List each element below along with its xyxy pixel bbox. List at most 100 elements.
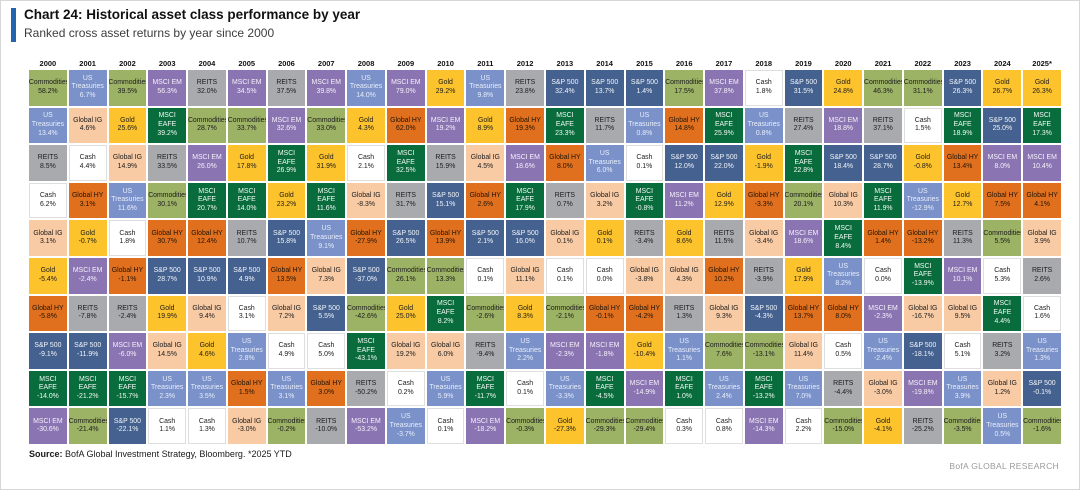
asset-cell: Commodities -15.0%	[824, 408, 863, 444]
asset-cell: S&P 500 10.9%	[188, 257, 226, 294]
asset-cell: Global HY -3.3%	[744, 182, 783, 219]
asset-cell: Gold -27.3%	[545, 408, 584, 444]
asset-name: Global IG	[868, 379, 898, 387]
asset-return-value: 17.8%	[236, 162, 257, 170]
asset-name: Cash	[556, 267, 573, 275]
asset-name: US Treasuries	[230, 338, 263, 354]
asset-cell: Global IG 9.5%	[943, 295, 982, 332]
asset-cell: Global HY -27.9%	[347, 220, 385, 256]
asset-name: Global IG	[470, 154, 500, 162]
asset-return-value: 39.2%	[157, 129, 177, 137]
asset-name: Global IG	[1027, 229, 1057, 237]
asset-name: REITS	[475, 342, 496, 350]
asset-return-value: -21.4%	[76, 426, 99, 434]
asset-cell: Cash 5.3%	[983, 257, 1022, 294]
asset-return-value: -14.0%	[36, 392, 59, 400]
asset-return-value: 3.2%	[994, 350, 1011, 358]
asset-cell: REITS -2.4%	[108, 295, 147, 332]
asset-cell: REITS 23.8%	[506, 70, 544, 106]
asset-cell: MSCI EM 32.6%	[267, 107, 306, 144]
asset-name: Commodities	[784, 191, 823, 199]
asset-name: MSCI EM	[231, 79, 262, 87]
asset-return-value: 14.9%	[117, 162, 138, 170]
asset-return-value: -22.1%	[116, 426, 139, 434]
asset-return-value: 15.8%	[276, 238, 297, 246]
asset-cell: US Treasuries 9.1%	[307, 220, 346, 256]
asset-cell: Cash 3.1%	[227, 295, 266, 332]
asset-name: Global IG	[391, 342, 421, 350]
asset-return-value: 17.9%	[793, 275, 814, 283]
asset-name: Commodities	[108, 79, 147, 87]
asset-return-value: 46.3%	[873, 87, 893, 95]
asset-cell: REITS 8.5%	[29, 145, 67, 181]
asset-return-value: 26.5%	[396, 238, 416, 246]
asset-name: REITS	[992, 342, 1013, 350]
asset-return-value: 3.1%	[278, 392, 295, 400]
asset-cell: MSCI EM -19.8%	[903, 370, 942, 407]
asset-return-value: -50.2%	[355, 388, 377, 396]
asset-cell: MSCI EAFE -0.8%	[625, 182, 664, 219]
asset-cell: Commodities 20.1%	[784, 182, 823, 219]
asset-name: MSCI EAFE	[516, 187, 535, 204]
asset-return-value: 2.1%	[358, 162, 374, 170]
asset-return-value: 10.7%	[236, 238, 257, 246]
asset-name: Global HY	[867, 229, 899, 237]
asset-return-value: 2.6%	[1034, 275, 1050, 283]
asset-cell: MSCI EM 79.0%	[386, 70, 425, 106]
asset-return-value: 8.9%	[477, 125, 494, 133]
asset-return-value: 25.0%	[396, 313, 416, 321]
asset-return-value: 0.1%	[437, 426, 454, 434]
asset-cell: MSCI EM 18.6%	[784, 220, 823, 256]
asset-return-value: 0.0%	[596, 275, 613, 283]
asset-name: MSCI EAFE	[555, 112, 574, 129]
year-header: 2000	[39, 59, 57, 68]
asset-return-value: -1.1%	[118, 275, 137, 283]
asset-cell: Global IG -3.0%	[864, 370, 902, 407]
asset-return-value: 31.9%	[316, 162, 337, 170]
asset-name: S&P 500	[511, 229, 539, 237]
asset-name: S&P 500	[630, 79, 658, 87]
asset-return-value: 19.2%	[396, 350, 416, 358]
asset-name: US Treasuries	[548, 375, 582, 392]
asset-name: MSCI EAFE	[277, 150, 296, 166]
asset-name: Gold	[318, 154, 334, 162]
asset-name: S&P 500	[272, 229, 301, 237]
asset-cell: US Treasuries 7.0%	[784, 370, 823, 407]
asset-name: Commodities	[227, 116, 266, 124]
asset-cell: MSCI EAFE -43.1%	[347, 333, 385, 369]
asset-name: US Treasuries	[588, 150, 621, 166]
asset-name: Cash	[994, 267, 1011, 275]
asset-name: Gold	[597, 229, 612, 237]
asset-name: MSCI EM	[828, 116, 858, 124]
asset-name: MSCI EAFE	[1033, 112, 1052, 129]
asset-cell: REITS 10.7%	[227, 220, 266, 256]
asset-cell: MSCI EM -2.3%	[545, 333, 584, 369]
year-header: 2005	[238, 59, 256, 68]
asset-grid: 2000 2001 2002 2003 2004 2005 2006 2007 2008 2009…	[29, 56, 1061, 444]
asset-cell: Cash 4.9%	[267, 333, 306, 369]
asset-name: Global HY	[429, 229, 462, 237]
asset-return-value: 5.0%	[318, 350, 335, 358]
asset-return-value: 10.3%	[833, 200, 854, 208]
asset-name: Global IG	[550, 229, 580, 237]
asset-return-value: 3.9%	[954, 392, 971, 400]
asset-cell: MSCI EAFE 18.9%	[943, 107, 982, 144]
asset-cell: MSCI EAFE -21.2%	[68, 370, 107, 407]
asset-name: Global HY	[827, 304, 859, 312]
asset-cell: MSCI EAFE 17.3%	[1023, 107, 1061, 144]
asset-name: REITS	[952, 229, 973, 237]
asset-name: Cash	[39, 191, 56, 199]
asset-return-value: 4.6%	[79, 125, 96, 133]
asset-return-value: 10.9%	[197, 275, 217, 283]
asset-cell: MSCI EAFE -11.7%	[466, 370, 505, 407]
asset-cell: S&P 500 26.5%	[386, 220, 425, 256]
asset-name: MSCI EM	[908, 379, 938, 387]
asset-cell: Cash 0.0%	[864, 257, 902, 294]
asset-name: Global IG	[192, 304, 222, 312]
asset-name: REITS	[316, 417, 337, 425]
asset-cell: MSCI EM 18.8%	[824, 107, 863, 144]
year-header: 2019	[795, 59, 812, 68]
asset-name: MSCI EAFE	[794, 150, 813, 166]
asset-cell: Global IG 3.1%	[29, 220, 67, 256]
asset-cell: MSCI EAFE 1.0%	[665, 370, 704, 407]
